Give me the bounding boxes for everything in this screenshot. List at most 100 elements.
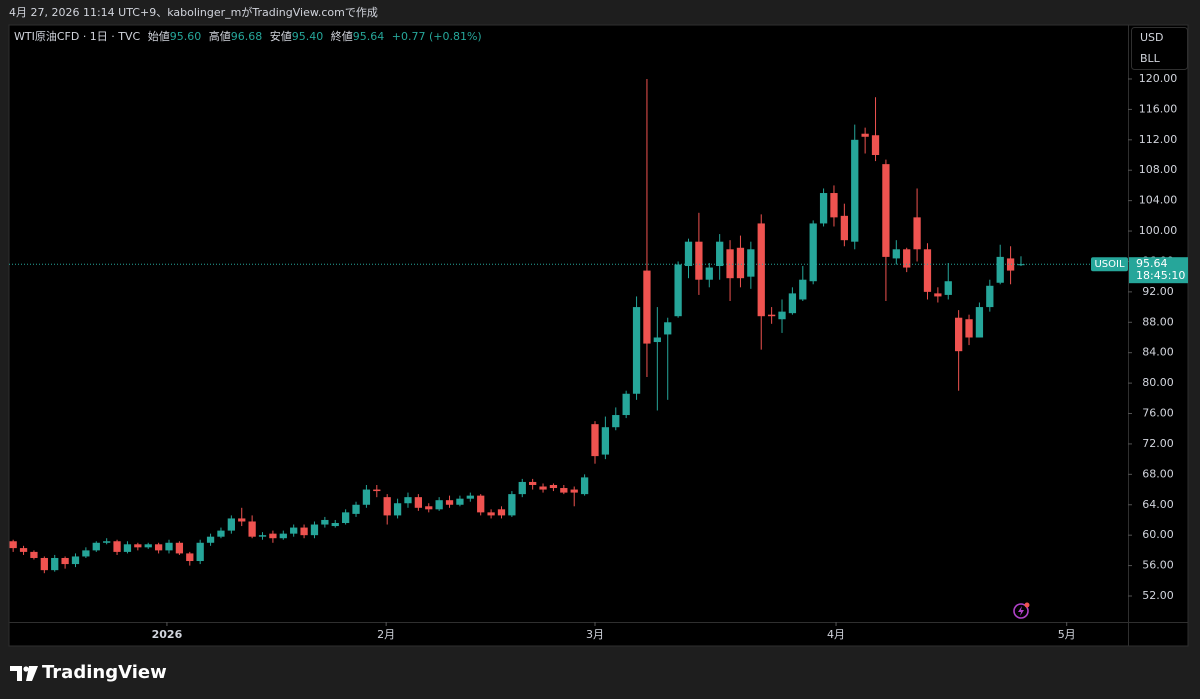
candle-body <box>840 215 848 241</box>
y-tick-label: 116.00 <box>1139 102 1178 115</box>
candle-body <box>227 518 235 531</box>
candle-body <box>238 518 246 522</box>
candle-body <box>123 544 132 552</box>
candle-body <box>726 249 734 279</box>
candle-body <box>955 317 963 352</box>
candle-body <box>871 135 880 156</box>
candle-body <box>913 217 921 250</box>
candle-body <box>747 249 755 277</box>
candle-body <box>341 512 350 524</box>
candle-body <box>580 477 589 495</box>
candle-body <box>82 550 90 557</box>
candle-body <box>113 541 121 552</box>
close-label: 終値 <box>331 29 353 43</box>
candle-body <box>51 557 59 571</box>
symbol-tag-label: USOIL <box>1094 259 1124 270</box>
candle-body <box>736 247 745 279</box>
candle-body <box>456 498 464 505</box>
candle-body <box>861 133 869 137</box>
candle-body <box>435 500 443 510</box>
y-tick-label: 56.00 <box>1142 559 1174 572</box>
candle-body <box>934 293 942 297</box>
candle-body <box>549 484 558 489</box>
candle-body <box>71 556 80 565</box>
candle-body <box>310 524 319 536</box>
candle-body <box>269 533 277 539</box>
candle-body <box>622 393 630 416</box>
candle-body <box>809 223 817 282</box>
candle-body <box>975 307 984 338</box>
candle-body <box>248 521 256 537</box>
logo-mark <box>10 666 22 681</box>
candle-body <box>445 500 454 505</box>
candle-body <box>103 541 111 543</box>
candle-body <box>373 489 381 492</box>
candle-body <box>612 415 620 428</box>
legend: WTI原油CFD · 1日 · TVC 始値95.60 高値96.68 安値95… <box>14 29 482 43</box>
candle-body <box>944 281 952 295</box>
open-label: 始値 <box>148 29 170 43</box>
logo-slant <box>26 666 38 681</box>
y-tick-label: 120.00 <box>1139 72 1178 85</box>
candle-body <box>923 249 932 292</box>
alert-icon[interactable] <box>1013 602 1030 619</box>
y-tick-label: 108.00 <box>1139 163 1178 176</box>
candle-body <box>674 264 682 317</box>
candle-body <box>851 139 859 242</box>
candle-body <box>487 512 495 516</box>
candle-body <box>788 293 797 314</box>
plot <box>9 78 1128 574</box>
high-value: 96.68 <box>231 30 263 43</box>
high-label: 高値 <box>209 29 231 43</box>
currency-box[interactable] <box>1131 27 1188 70</box>
candle-body <box>206 536 215 543</box>
candle-body <box>134 544 142 548</box>
candle-body <box>331 523 339 527</box>
candle-body <box>217 530 225 537</box>
y-tick-label: 60.00 <box>1142 528 1174 541</box>
candle-body <box>965 319 973 338</box>
x-tick-label: 3月 <box>586 628 604 641</box>
candle-body <box>1006 258 1015 271</box>
candle-body <box>321 519 329 525</box>
candle-body <box>518 481 526 495</box>
candle-body <box>695 241 703 280</box>
brand: TradingView <box>42 662 167 683</box>
y-tick-label: 88.00 <box>1142 315 1174 328</box>
candle-body <box>799 279 807 300</box>
countdown-label: 18:45:10 <box>1136 269 1185 282</box>
y-tick-label: 104.00 <box>1139 194 1178 207</box>
candle-body <box>61 557 69 565</box>
currency-measure: BLL <box>1140 52 1161 65</box>
candle-body <box>986 285 994 308</box>
price-tag-label: 95.64 <box>1136 257 1168 270</box>
candle-body <box>508 494 516 516</box>
close-value: 95.64 <box>353 30 385 43</box>
candle-body <box>591 424 599 457</box>
candle-body <box>570 489 578 493</box>
candle-body <box>425 506 433 510</box>
candle-body <box>643 270 651 344</box>
candle-body <box>819 193 828 224</box>
candle-body <box>414 497 423 508</box>
change: +0.77 (+0.81%) <box>392 30 482 43</box>
candle-body <box>92 542 100 551</box>
candle-body <box>290 527 298 534</box>
price-tag <box>1129 257 1188 284</box>
candle-body <box>767 314 776 317</box>
candle-body <box>393 503 402 516</box>
low-value: 95.40 <box>292 30 324 43</box>
candle-body <box>632 307 641 394</box>
candle-body <box>601 427 610 455</box>
x-tick-label: 4月 <box>827 628 845 641</box>
candle-body <box>19 548 28 552</box>
candle-body <box>716 241 724 267</box>
y-tick-label: 72.00 <box>1142 437 1174 450</box>
candle-body <box>362 489 371 505</box>
candle-body <box>258 535 267 537</box>
candle-body <box>882 164 890 257</box>
y-tick-label: 92.00 <box>1142 285 1174 298</box>
candle-body <box>144 544 152 548</box>
open-value: 95.60 <box>170 30 202 43</box>
